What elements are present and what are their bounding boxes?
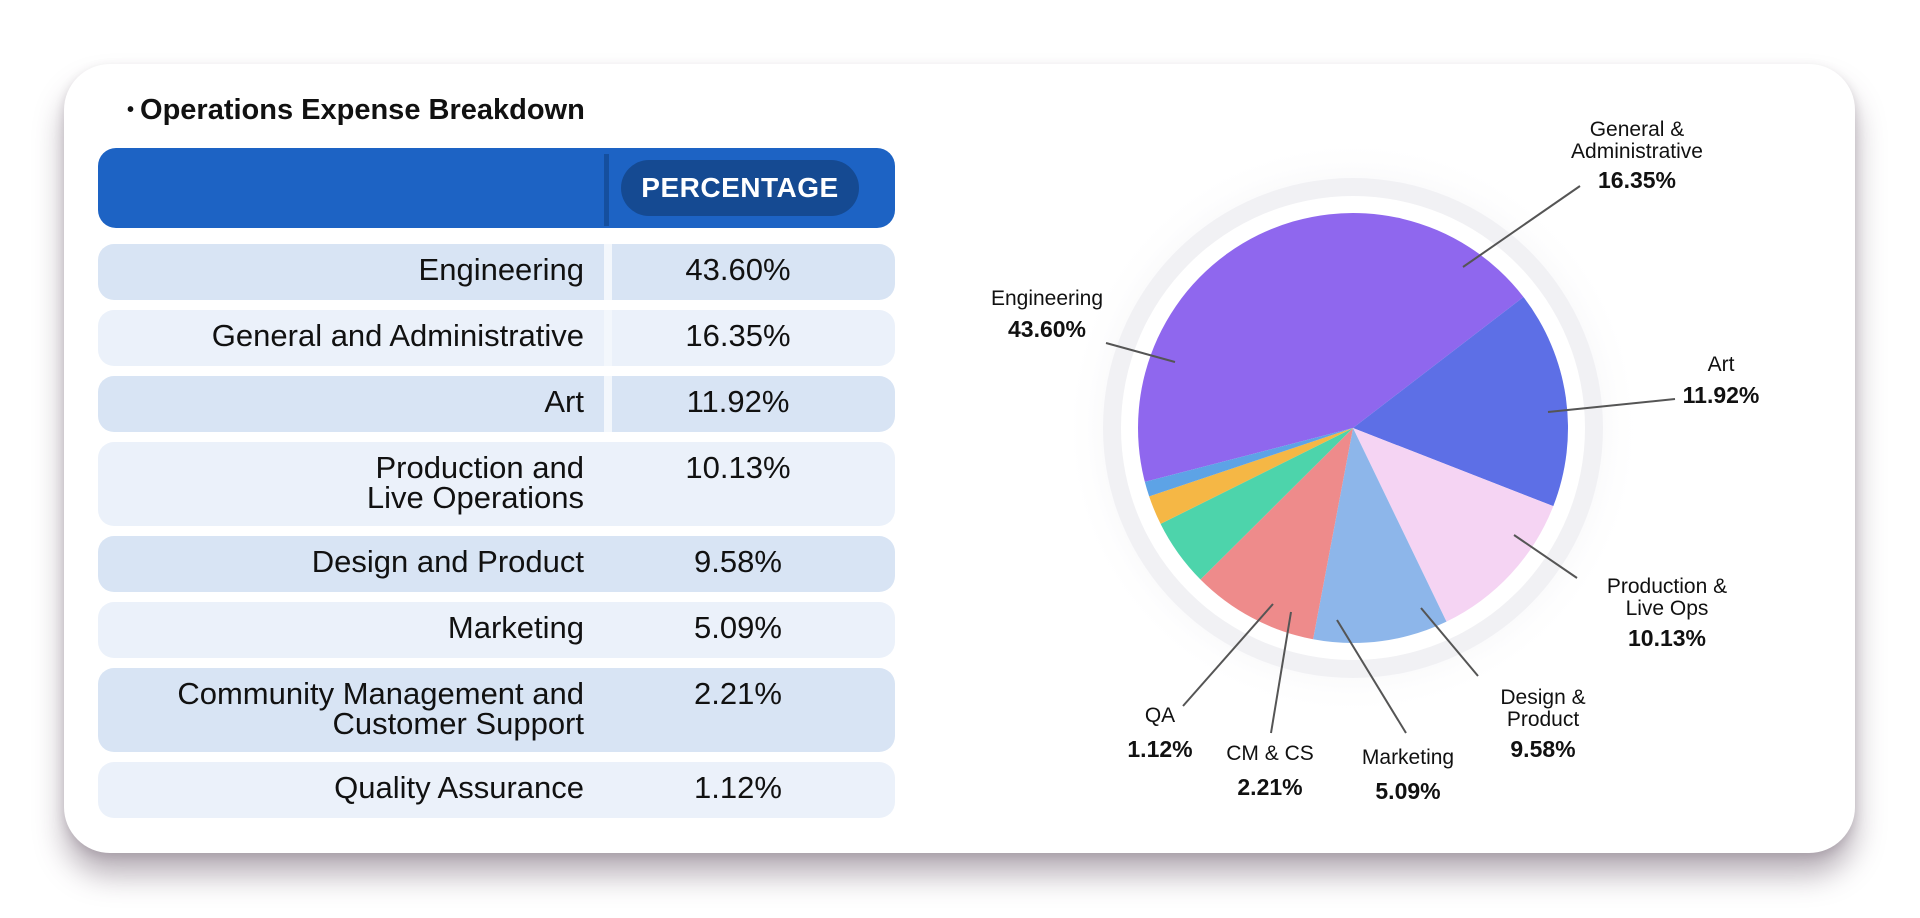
slice-label: Live Ops — [1626, 597, 1709, 620]
percentage-cell: 1.12% — [694, 770, 782, 805]
pie-slice — [1138, 213, 1524, 482]
category-line: Engineering — [418, 252, 584, 287]
table-row: Art 11.92% — [98, 376, 895, 432]
percentage-cell: 5.09% — [694, 610, 782, 645]
category-line: Customer Support — [332, 706, 584, 741]
slice-label: General & — [1590, 118, 1685, 141]
percentage-header: PERCENTAGE — [621, 160, 859, 216]
percentage-cell: 16.35% — [685, 318, 791, 353]
percentage-cell: 10.13% — [685, 450, 791, 485]
category-line: General and Administrative — [211, 318, 584, 353]
slice-value-label: 16.35% — [1598, 167, 1676, 193]
pie-slice — [1144, 428, 1353, 497]
pie-slice — [1149, 428, 1353, 524]
header-divider — [604, 154, 609, 226]
category-line: Quality Assurance — [334, 770, 584, 805]
percentage-cell: 2.21% — [694, 676, 782, 711]
category-cell: Design and Product — [98, 536, 584, 592]
percentage-cell: 9.58% — [694, 544, 782, 579]
leader-line — [1513, 534, 1578, 579]
slice-value-label: 10.13% — [1628, 625, 1706, 651]
category-cell: Marketing — [98, 602, 584, 658]
table-body: Engineering 43.60% General and Administrat… — [98, 244, 895, 818]
category-line: Art — [544, 384, 584, 419]
slice-label: QA — [1145, 704, 1175, 727]
pie-slice — [1200, 428, 1353, 640]
pie-slice — [1353, 296, 1569, 507]
pie-slice — [1313, 428, 1447, 643]
slice-label: Marketing — [1362, 746, 1454, 769]
category-cell: Engineering — [98, 244, 584, 300]
column-divider — [604, 376, 612, 432]
table-row: Quality Assurance 1.12% — [98, 762, 895, 818]
percentage-cell: 43.60% — [685, 252, 791, 287]
expense-table: PERCENTAGE Engineering 43.60% General and … — [98, 148, 895, 828]
table-row: General and Administrative 16.35% — [98, 310, 895, 366]
table-row: Engineering 43.60% — [98, 244, 895, 300]
percentage-cell: 11.92% — [686, 384, 790, 419]
category-cell: Art — [98, 376, 584, 432]
table-row: Production and Live Operations 10.13% — [98, 442, 895, 526]
slice-label: Engineering — [991, 287, 1103, 310]
title-bullet: • — [127, 99, 135, 121]
category-line: Design and Product — [311, 544, 584, 579]
leader-line — [1182, 603, 1274, 707]
leader-line — [1105, 342, 1176, 363]
slice-value-label: 1.12% — [1127, 736, 1192, 762]
category-cell: Quality Assurance — [98, 762, 584, 818]
pie-slice — [1160, 428, 1353, 580]
column-divider — [604, 310, 612, 366]
leader-line — [1270, 611, 1292, 734]
column-divider — [604, 244, 612, 300]
slice-value-label: 5.09% — [1375, 778, 1440, 804]
table-row: Community Management and Customer Support… — [98, 668, 895, 752]
slice-label: Art — [1708, 353, 1735, 376]
category-line: Production and — [375, 450, 584, 485]
leader-line — [1547, 398, 1676, 413]
category-cell: General and Administrative — [98, 310, 584, 366]
category-cell: Production and Live Operations — [98, 442, 584, 526]
slice-label: CM & CS — [1226, 742, 1314, 765]
category-line: Community Management and — [177, 676, 584, 711]
table-row: Marketing 5.09% — [98, 602, 895, 658]
slice-value-label: 43.60% — [1008, 316, 1086, 342]
leader-line — [1462, 185, 1581, 268]
pie-slice — [1353, 428, 1554, 622]
slice-label: Production & — [1607, 575, 1727, 598]
slice-value-label: 9.58% — [1510, 736, 1575, 762]
leader-line — [1336, 619, 1407, 734]
table-row: Design and Product 9.58% — [98, 536, 895, 592]
slice-label: Design & — [1500, 686, 1585, 709]
slice-value-label: 2.21% — [1237, 774, 1302, 800]
slice-label: Administrative — [1571, 140, 1703, 163]
category-cell: Community Management and Customer Support — [98, 668, 584, 752]
category-line: Marketing — [447, 610, 584, 645]
table-header: PERCENTAGE — [98, 148, 895, 228]
report-title: • Operations Expense Breakdown — [127, 94, 585, 127]
slice-value-label: 11.92% — [1683, 382, 1760, 408]
leader-line — [1420, 607, 1479, 677]
category-line: Live Operations — [366, 480, 584, 515]
title-text: Operations Expense Breakdown — [140, 94, 585, 126]
slice-label: Product — [1507, 708, 1580, 731]
